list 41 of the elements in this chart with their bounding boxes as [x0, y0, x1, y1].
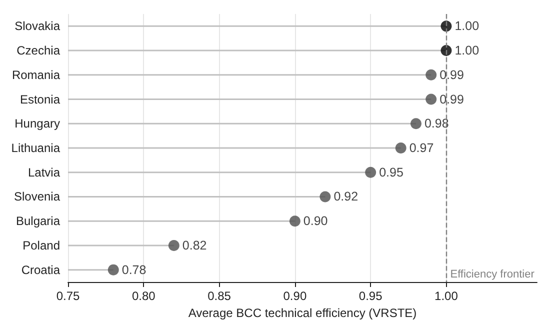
y-tick-label: Slovakia: [14, 19, 60, 34]
point: [440, 20, 452, 32]
point: [365, 166, 376, 178]
ref-line-label: Efficiency frontier: [450, 268, 535, 280]
point: [426, 69, 437, 80]
data-label: 1.00: [454, 19, 480, 34]
y-tick-label: Poland: [22, 238, 60, 252]
data-label: 0.82: [182, 238, 207, 252]
y-tick-label: Estonia: [20, 92, 60, 106]
y-tick-label: Czechia: [16, 44, 60, 58]
point: [168, 240, 180, 251]
point: [108, 264, 119, 276]
data-label: 1.00: [454, 44, 480, 58]
x-tick-label: 0.75: [56, 289, 80, 303]
x-axis-title: Average BCC technical efficiency (VRSTE): [188, 306, 417, 320]
y-tick-label: Latvia: [28, 165, 60, 180]
data-label: 0.97: [409, 141, 434, 155]
data-label: 0.95: [379, 165, 404, 180]
point: [410, 118, 422, 130]
point: [320, 191, 331, 202]
x-tick-label: 0.80: [132, 289, 156, 303]
y-tick-label: Croatia: [21, 262, 60, 277]
y-tick-label: Slovenia: [14, 190, 60, 204]
x-tick-label: 0.90: [283, 289, 307, 303]
y-tick-label: Romania: [12, 68, 60, 82]
data-label: 0.90: [303, 214, 328, 228]
x-tick-label: 0.95: [358, 289, 383, 303]
data-label: 0.99: [440, 92, 464, 106]
y-tick-label: Lithuania: [11, 141, 60, 155]
y-tick-label: Hungary: [14, 116, 60, 131]
data-label: 0.92: [334, 190, 358, 204]
point: [395, 142, 406, 154]
x-tick-label: 1.00: [434, 289, 458, 303]
point: [440, 45, 452, 56]
y-tick-label: Bulgaria: [16, 214, 60, 228]
point: [289, 216, 300, 227]
data-label: 0.78: [122, 262, 146, 277]
x-tick-label: 0.85: [208, 289, 232, 303]
data-label: 0.99: [440, 68, 464, 82]
point: [426, 94, 437, 105]
data-label: 0.98: [424, 116, 449, 131]
